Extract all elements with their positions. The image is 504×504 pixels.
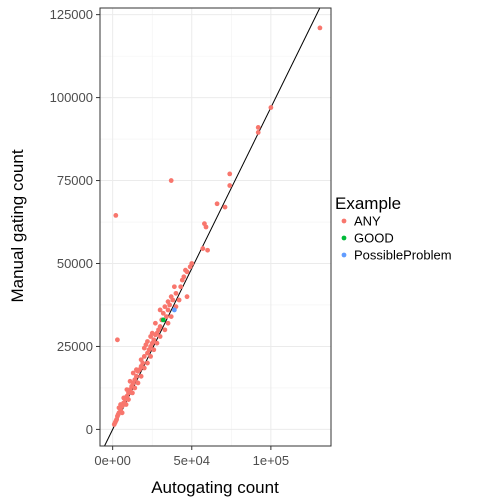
x-tick-label: 5e+04: [174, 453, 211, 468]
data-point-any: [145, 350, 150, 356]
grid-major-lines: [100, 8, 331, 446]
data-point-good: [160, 317, 166, 323]
data-point-any: [127, 378, 133, 384]
x-axis-title: Autogating count: [151, 478, 279, 497]
data-point-any: [227, 171, 233, 177]
data-point-any: [135, 380, 141, 386]
data-points: [111, 25, 323, 427]
data-point-any: [200, 246, 206, 251]
data-point-any: [157, 307, 163, 313]
data-point-any: [148, 334, 154, 339]
data-point-any: [121, 395, 127, 401]
data-point-any: [205, 247, 210, 253]
y-axis-ticks: 0 25000 50000 75000 100000 125000: [50, 7, 100, 437]
x-tick-label: 0e+00: [94, 453, 131, 468]
legend-title: Example: [335, 194, 401, 213]
data-point-any: [130, 390, 135, 396]
grid-minor-lines: [100, 8, 331, 446]
data-point-any: [130, 370, 136, 376]
data-point-any: [184, 294, 190, 300]
data-point-any: [138, 373, 144, 379]
data-point-any: [178, 284, 184, 290]
data-point-any: [162, 304, 168, 310]
data-point-any: [132, 385, 138, 391]
data-point-any: [165, 320, 171, 326]
data-point-any: [173, 290, 179, 296]
data-point-any: [141, 365, 147, 371]
y-tick-label: 125000: [50, 7, 93, 22]
data-point-any: [123, 402, 129, 407]
y-tick-label: 50000: [57, 256, 93, 271]
data-point-any: [119, 410, 125, 416]
data-point-any: [145, 360, 150, 366]
data-point-any: [179, 277, 185, 283]
legend-label-good: GOOD: [354, 231, 394, 246]
data-point-any: [164, 314, 169, 319]
data-point-any: [115, 412, 121, 417]
legend-key-any: [341, 218, 347, 224]
legend: Example ANY GOOD PossibleProblem: [335, 194, 452, 263]
y-tick-label: 100000: [50, 90, 93, 105]
data-point-any: [255, 130, 261, 135]
reference-line: [104, 7, 321, 447]
data-point-any: [113, 212, 119, 218]
data-point-any: [154, 340, 160, 346]
data-point-any: [152, 320, 158, 326]
y-axis-title: Manual gating count: [8, 149, 27, 302]
reference-line-group: [104, 7, 321, 447]
legend-label-any: ANY: [354, 214, 381, 229]
data-point-any: [162, 327, 168, 333]
data-point-any: [227, 183, 233, 188]
data-point-any: [214, 201, 220, 207]
data-point-any: [187, 264, 193, 270]
data-point-any: [145, 339, 150, 344]
data-point-any: [157, 334, 163, 339]
data-point-any: [151, 347, 157, 353]
data-point-any: [317, 25, 323, 31]
x-axis-ticks: 0e+00 5e+04 1e+05: [94, 446, 289, 468]
data-point-any: [148, 354, 154, 359]
data-point-any: [168, 178, 174, 183]
data-point-any: [124, 387, 130, 392]
data-point-possibleproblem: [171, 307, 177, 313]
data-point-any: [203, 224, 209, 230]
data-point-any: [165, 307, 171, 313]
data-point-any: [114, 417, 120, 422]
legend-key-possibleproblem: [341, 252, 347, 258]
legend-key-good: [341, 235, 347, 241]
data-point-any: [168, 294, 174, 300]
data-point-any: [116, 405, 122, 411]
y-tick-label: 25000: [57, 339, 93, 354]
data-point-any: [160, 310, 166, 316]
data-point-any: [168, 314, 174, 319]
data-point-any: [138, 357, 144, 363]
x-tick-label: 1e+05: [253, 453, 290, 468]
data-point-any: [165, 299, 171, 305]
y-tick-label: 75000: [57, 173, 93, 188]
data-point-any: [176, 297, 182, 303]
data-point-any: [141, 354, 147, 359]
data-point-any: [268, 105, 274, 110]
legend-label-possibleproblem: PossibleProblem: [354, 248, 452, 263]
data-point-any: [141, 345, 147, 351]
data-point-any: [183, 267, 188, 273]
data-point-any: [171, 284, 177, 290]
data-point-any: [126, 397, 131, 402]
data-point-any: [115, 337, 120, 343]
y-tick-label: 0: [86, 422, 93, 437]
data-point-any: [222, 204, 228, 210]
data-point-any: [255, 125, 261, 130]
panel-border: [99, 7, 332, 447]
data-point-any: [133, 367, 139, 373]
